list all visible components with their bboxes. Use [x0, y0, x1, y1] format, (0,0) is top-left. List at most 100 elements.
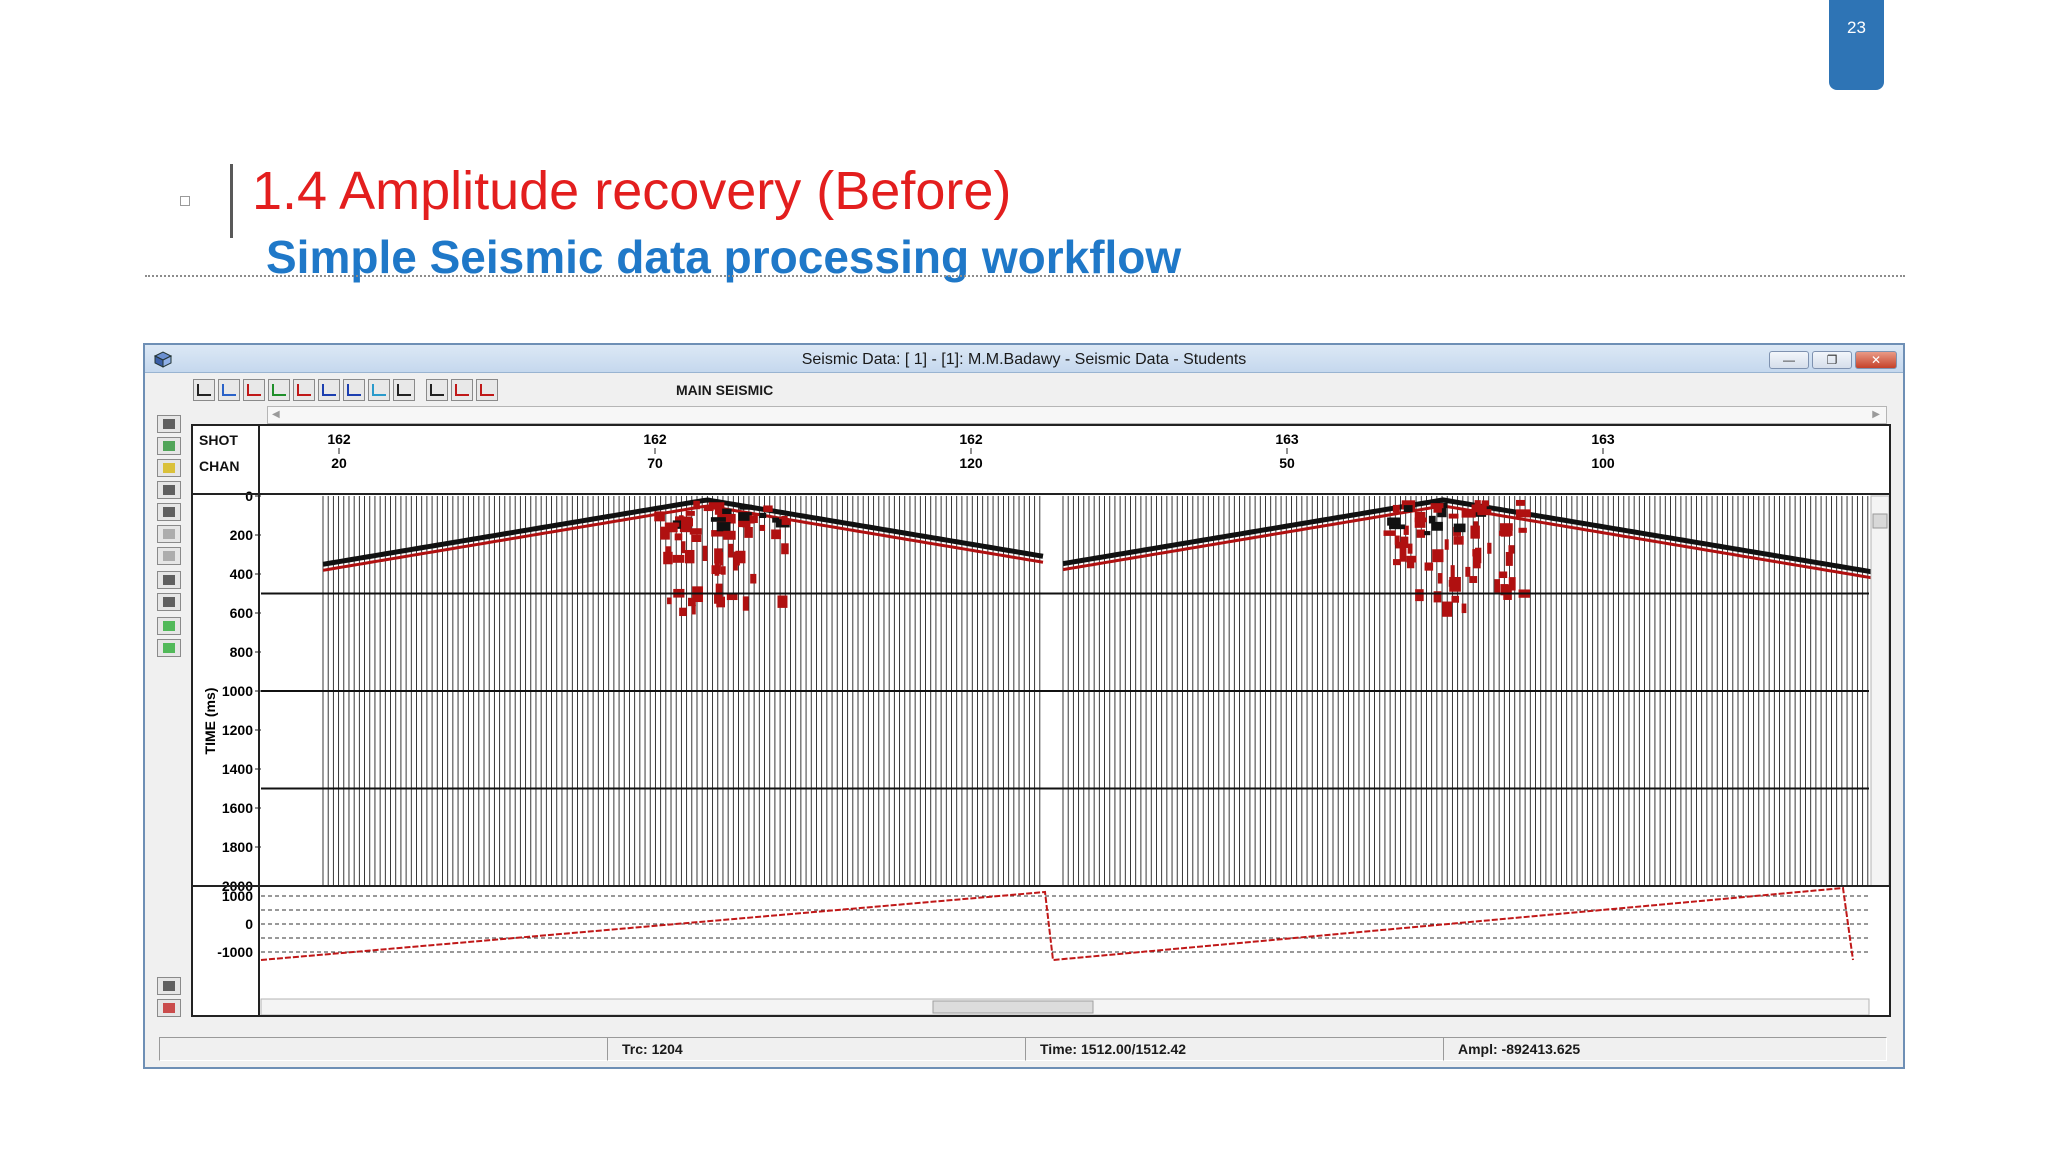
amplitude-trace [260, 886, 1854, 962]
ground-roll-wavelet [759, 524, 766, 531]
s-icon[interactable] [157, 639, 181, 657]
time-axis-label: TIME (ms) [202, 688, 218, 755]
grid-lines-icon-glyph [163, 551, 175, 561]
migration-icon[interactable] [426, 379, 448, 401]
page-number: 23 [1847, 18, 1866, 37]
wiggle-icon[interactable] [193, 379, 215, 401]
spectrum-icon[interactable] [368, 379, 390, 401]
first-break [1062, 497, 1874, 575]
ground-roll-wavelet [777, 595, 788, 608]
ground-roll-wavelet [781, 543, 789, 555]
chan-label: CHAN [199, 458, 240, 474]
ground-roll-wavelet [691, 534, 702, 542]
ground-roll-wavelet [1503, 584, 1512, 600]
chan-tick-label: 120 [959, 455, 983, 471]
ground-roll-wavelet [663, 551, 673, 565]
amplitude-tick-label: -1000 [217, 944, 253, 960]
scroll-left-icon[interactable]: ◀ [272, 409, 280, 420]
spectrum-icon-glyph [372, 384, 386, 396]
trace-scale-icon[interactable] [218, 379, 240, 401]
near-offset-energy [714, 507, 725, 515]
display-icon[interactable] [476, 379, 498, 401]
ground-roll-wavelet [1461, 603, 1467, 614]
window-titlebar[interactable]: Seismic Data: [ 1] - [1]: M.M.Badawy - S… [145, 345, 1903, 373]
stack-icon[interactable] [343, 379, 365, 401]
trace-scale-icon-glyph [222, 384, 236, 396]
ground-roll-wavelet [1505, 551, 1513, 566]
normal-icon[interactable] [451, 379, 473, 401]
glasses-icon[interactable] [157, 481, 181, 499]
seismic-section[interactable]: TIME (ms)0200400600800100012001400160018… [193, 426, 1889, 1015]
help-query-icon[interactable] [157, 593, 181, 611]
ground-roll-wavelet [1393, 559, 1401, 566]
pointer-icon[interactable] [157, 977, 181, 995]
minimize-button[interactable]: — [1769, 351, 1809, 369]
scroll-right-icon[interactable]: ▶ [1872, 409, 1880, 420]
color-palette-icon[interactable] [157, 459, 181, 477]
near-offset-energy [1453, 523, 1466, 533]
gain-g-icon[interactable] [157, 571, 181, 589]
near-offset-energy [771, 529, 781, 540]
near-offset-energy [722, 508, 732, 514]
ground-roll-wavelet [1395, 541, 1405, 549]
select-header-icon-glyph [163, 419, 175, 429]
wiggle-display-icon-glyph [163, 507, 175, 517]
near-offset-energy [1431, 521, 1443, 531]
ground-roll-wavelet [1465, 566, 1471, 577]
time-tick-label: 200 [230, 527, 254, 543]
pencil-icon[interactable] [157, 437, 181, 455]
ground-roll-wavelet [681, 541, 686, 554]
near-offset-energy [689, 528, 702, 535]
filter-icon[interactable] [293, 379, 315, 401]
ground-roll-wavelet [1450, 565, 1455, 580]
ground-roll-wavelet [1406, 560, 1415, 569]
status-amplitude: Ampl: -892413.625 [1443, 1037, 1887, 1061]
ground-roll-wavelet [1403, 525, 1409, 535]
near-offset-energy [1471, 504, 1487, 512]
erase-icon[interactable] [157, 999, 181, 1017]
slide-subtitle: Simple Seismic data processing workflow [266, 231, 1182, 283]
time-tick-label: 1200 [222, 722, 253, 738]
gain-icon[interactable] [268, 379, 290, 401]
first-break-fill [322, 504, 1044, 572]
ground-roll-wavelet [711, 565, 721, 575]
near-offset-energy [710, 517, 726, 522]
grid-lines-icon[interactable] [157, 547, 181, 565]
wiggle-display-icon[interactable] [157, 503, 181, 521]
chan-tick-label: 70 [647, 455, 663, 471]
close-button[interactable]: ✕ [1855, 351, 1897, 369]
first-break [322, 497, 1044, 567]
ground-roll-wavelet [733, 554, 738, 571]
select-header-icon[interactable] [157, 415, 181, 433]
ground-roll-wavelet [1433, 591, 1442, 603]
top-scrollbar[interactable]: ◀ ▶ [267, 406, 1887, 424]
ground-roll-wavelet [1448, 579, 1459, 587]
glasses-icon-glyph [163, 485, 175, 495]
ground-roll-wavelet [750, 573, 757, 584]
variable-area-icon[interactable] [157, 525, 181, 543]
ground-roll-wavelet [1494, 579, 1501, 593]
seismic-display[interactable]: TIME (ms) 0 200 400 600 800 1000 1200 1400 1600 18… [191, 424, 1891, 1017]
near-offset-energy [749, 515, 758, 524]
normal-icon-glyph [455, 384, 469, 396]
near-offset-energy [723, 530, 736, 540]
wave-icon[interactable] [393, 379, 415, 401]
near-offset-energy [1383, 530, 1396, 536]
near-offset-energy [1461, 509, 1476, 518]
slide-title: 1.4 Amplitude recovery (Before) [252, 161, 1012, 221]
ground-roll-wavelet [674, 533, 683, 541]
velocity-icon[interactable] [318, 379, 340, 401]
ground-roll-wavelet [744, 527, 753, 538]
amplitude-icon[interactable] [243, 379, 265, 401]
ground-roll-wavelet [1406, 555, 1417, 563]
ground-roll-wavelet [716, 596, 726, 608]
r-icon[interactable] [157, 617, 181, 635]
amplitude-tick-label: 1000 [222, 888, 253, 904]
stack-icon-glyph [347, 384, 361, 396]
ground-roll-wavelet [1432, 549, 1444, 563]
near-offset-energy [759, 512, 767, 519]
ground-roll-wavelet [726, 592, 738, 601]
ground-roll-wavelet [742, 596, 749, 611]
near-offset-energy [685, 510, 695, 516]
restore-button[interactable]: ❐ [1812, 351, 1852, 369]
